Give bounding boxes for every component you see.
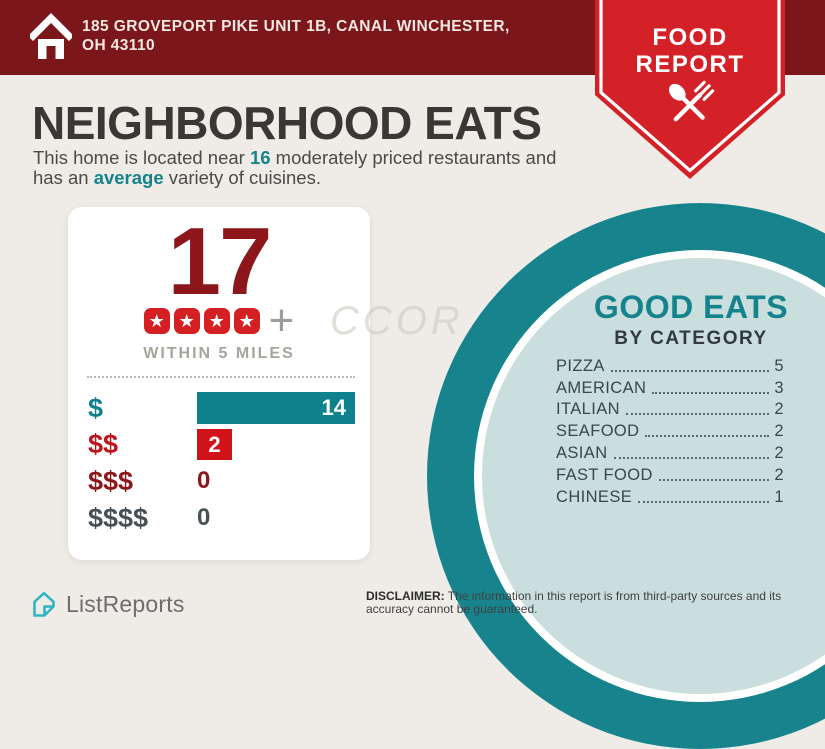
star-icon: ★	[233, 308, 260, 334]
rating-row: ★ ★ ★ ★ +	[68, 296, 370, 345]
category-row: PIZZA 5	[556, 354, 784, 376]
category-row: AMERICAN 3	[556, 376, 784, 398]
price-tier-bar: 2	[197, 429, 232, 460]
spoon-fork-icon	[668, 80, 715, 122]
price-tier-bar: 14	[197, 392, 355, 424]
home-icon	[30, 13, 72, 59]
category-row: FAST FOOD 2	[556, 463, 784, 485]
category-label: CHINESE	[556, 487, 633, 506]
category-count: 2	[774, 422, 784, 441]
price-tier-value: 0	[197, 467, 211, 494]
subtitle-text-3: variety of cuisines.	[163, 166, 321, 188]
category-count: 2	[774, 465, 784, 484]
price-tier-label: $$$	[88, 466, 134, 496]
disclaimer: DISCLAIMER: The information in this repo…	[366, 590, 822, 615]
food-report-ribbon: FOOD REPORT	[595, 0, 785, 179]
price-tier-label: $$	[88, 429, 119, 459]
leader-dots	[645, 435, 770, 438]
subtitle-text-1: This home is located near	[33, 147, 250, 168]
star-icon: ★	[173, 308, 200, 334]
star-icon: ★	[203, 308, 230, 334]
category-row: CHINESE 1	[556, 485, 784, 507]
disclaimer-label: DISCLAIMER:	[366, 589, 445, 603]
category-count: 2	[774, 400, 784, 419]
category-label: AMERICAN	[556, 378, 647, 397]
good-eats-heading: GOOD EATS BY CATEGORY	[501, 289, 825, 350]
price-tier-row: $$ 2	[68, 429, 370, 460]
price-tier-value: 2	[208, 431, 221, 457]
category-label: ASIAN	[556, 443, 608, 462]
price-tier-row: $$$$ 0	[68, 503, 370, 533]
variety-highlight: average	[93, 166, 164, 188]
category-label: ITALIAN	[556, 400, 620, 419]
category-list: PIZZA 5 AMERICAN 3 ITALIAN 2 SEAFOOD 2 ASIAN…	[556, 354, 784, 507]
leader-dots	[638, 500, 770, 503]
subtitle-text-2: moderately priced restaurants and has an	[33, 147, 557, 188]
restaurant-count: 16	[249, 147, 271, 168]
restaurant-total-count: 17	[167, 208, 273, 315]
radius-label: WITHIN 5 MILES	[143, 345, 295, 362]
ribbon-line1: FOOD	[652, 24, 728, 51]
category-label: SEAFOOD	[556, 422, 640, 441]
brand-name: ListReports	[66, 590, 185, 617]
good-eats-circle-inner	[482, 258, 825, 694]
plus-icon: +	[268, 296, 295, 345]
leader-dots	[625, 413, 770, 416]
price-tier-label: $$$$	[88, 503, 149, 533]
category-count: 1	[774, 487, 784, 506]
star-icon: ★	[143, 308, 170, 334]
disclaimer-text: The information in this report is from t…	[366, 589, 782, 616]
restaurant-stats-card: 17 ★ ★ ★ ★ + WITHIN 5 MILES $ 14 $$ 2 $$…	[68, 207, 370, 560]
good-eats-subtitle: BY CATEGORY	[614, 328, 768, 349]
leader-dots	[652, 391, 770, 394]
leader-dots	[610, 369, 770, 372]
category-row: ITALIAN 2	[556, 398, 784, 420]
leader-dots	[658, 478, 770, 481]
ribbon-line2: REPORT	[635, 51, 745, 78]
dotted-divider	[87, 376, 355, 378]
listreports-logo: ListReports	[30, 589, 185, 619]
price-tier-value: 0	[197, 504, 211, 531]
property-address: 185 GROVEPORT PIKE UNIT 1B, CANAL WINCHE…	[82, 18, 510, 54]
page-title: NEIGHBORHOOD EATS	[32, 97, 542, 149]
category-count: 2	[774, 443, 784, 462]
leader-dots	[613, 456, 770, 459]
ribbon-title: FOOD REPORT	[595, 24, 785, 78]
category-label: PIZZA	[556, 356, 605, 375]
good-eats-title: GOOD EATS	[593, 289, 789, 325]
ribbon-shape	[595, 0, 785, 179]
category-count: 5	[774, 356, 784, 375]
price-tier-value: 14	[321, 395, 346, 420]
category-count: 3	[774, 378, 784, 397]
category-row: SEAFOOD 2	[556, 419, 784, 441]
price-tier-label: $	[88, 393, 104, 423]
category-label: FAST FOOD	[556, 465, 653, 484]
price-tier-row: $$$ 0	[68, 466, 370, 496]
listreports-house-icon	[33, 591, 55, 617]
price-tier-row: $ 14	[68, 392, 370, 424]
page-subtitle: This home is located near 16 moderately …	[33, 148, 578, 187]
category-row: ASIAN 2	[556, 441, 784, 463]
